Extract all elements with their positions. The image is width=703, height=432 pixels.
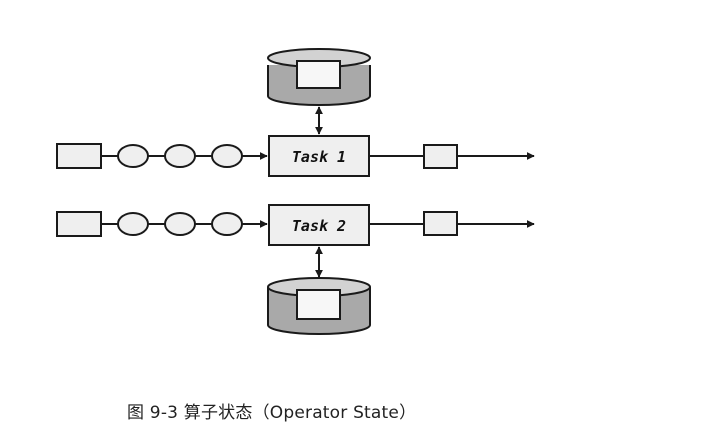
output-box-1 [423, 144, 458, 169]
record-2-2 [164, 212, 196, 236]
source-box-1 [56, 143, 102, 169]
record-2-3 [211, 212, 243, 236]
state-store-bottom [267, 277, 371, 335]
task-box-1 [268, 135, 370, 177]
state-store-bottom-slot [296, 289, 341, 320]
record-1-3 [211, 144, 243, 168]
state-store-top [267, 48, 371, 106]
record-2-1 [117, 212, 149, 236]
task-label-2: Task 2 [292, 217, 346, 235]
source-box-2 [56, 211, 102, 237]
record-1-1 [117, 144, 149, 168]
output-box-2 [423, 211, 458, 236]
record-1-2 [164, 144, 196, 168]
stream-row-1: Task 1 [56, 135, 535, 177]
state-store-top-slot [296, 60, 341, 89]
task-label-1: Task 1 [292, 148, 346, 166]
figure-caption: 图 9-3 算子状态（Operator State） [127, 403, 417, 423]
stream-row-2: Task 2 [56, 204, 535, 246]
